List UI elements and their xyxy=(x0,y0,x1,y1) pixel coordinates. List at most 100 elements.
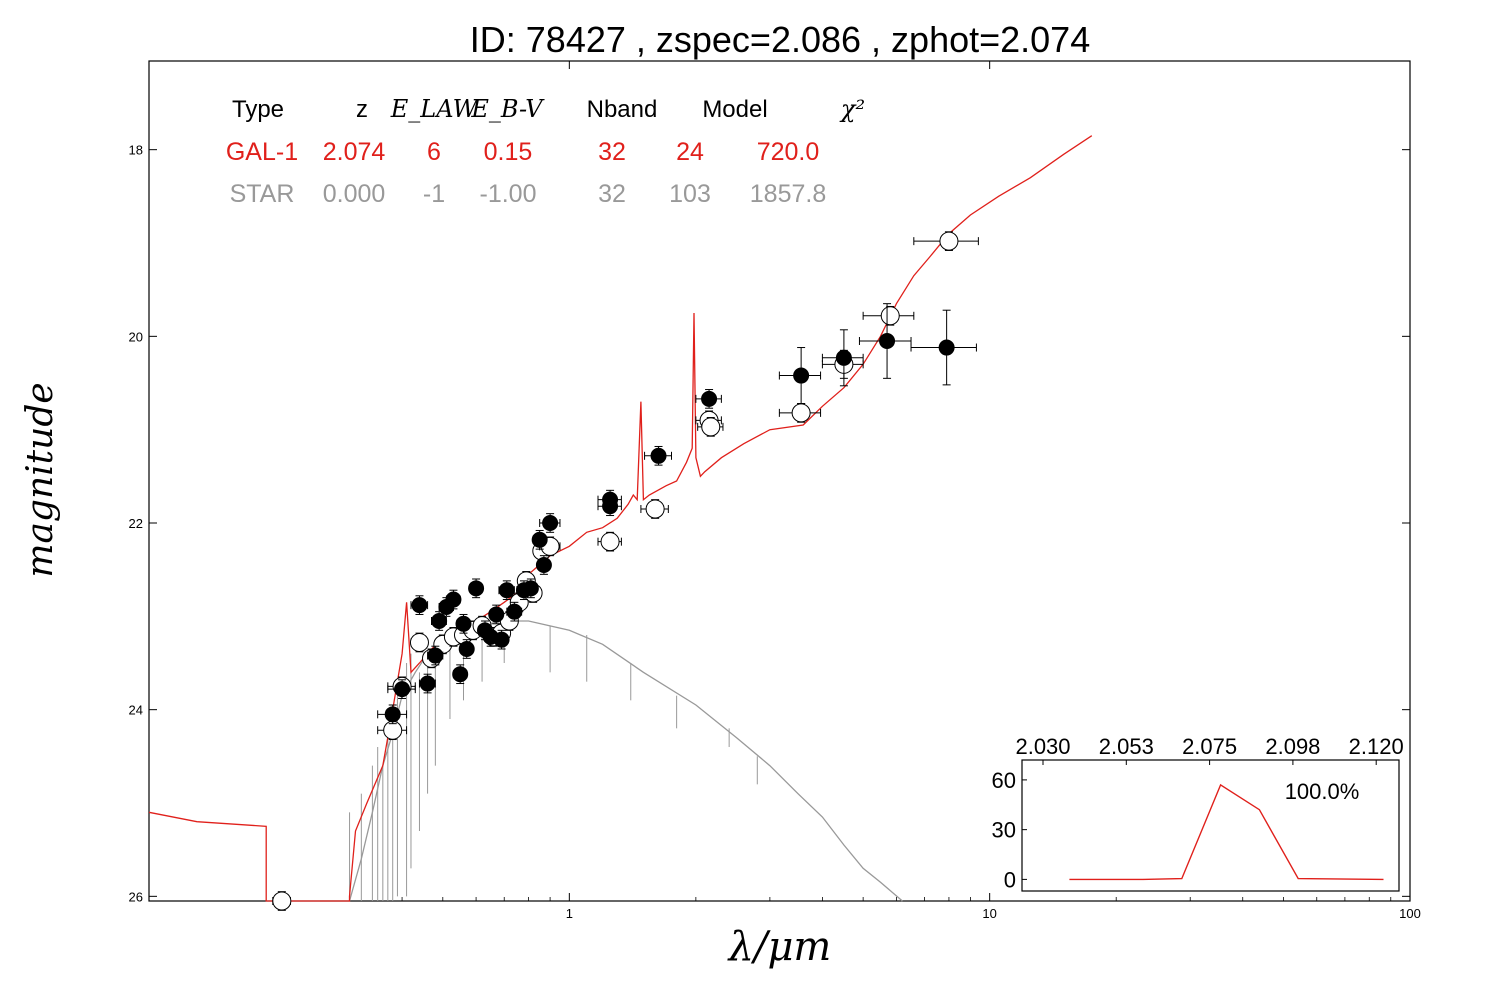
filled-marker xyxy=(531,531,548,548)
observed-point-filled xyxy=(597,496,622,517)
table-row-cell: -1.00 xyxy=(480,180,537,208)
table-row-cell: 2.074 xyxy=(323,138,386,166)
observed-point-filled xyxy=(910,309,977,386)
observed-point-open xyxy=(597,531,622,552)
redshift-pdf-inset: 2.030 2.053 2.075 2.098 2.120 0 30 60 100.0% xyxy=(992,734,1404,892)
filled-marker xyxy=(542,515,559,531)
inset-x-tick-label: 2.098 xyxy=(1265,734,1320,759)
table-row-cell: 1857.8 xyxy=(750,180,826,208)
observed-point-filled xyxy=(455,613,472,634)
inset-x-tick-label: 2.030 xyxy=(1015,734,1070,759)
table-header-cell: Nband xyxy=(587,96,658,123)
table-row-cell: 24 xyxy=(676,138,704,166)
observed-point-filled xyxy=(452,664,469,685)
observed-point-open xyxy=(272,891,292,911)
table-header-cell: Model xyxy=(702,96,767,123)
filled-marker xyxy=(938,339,955,356)
y-tick-label: 26 xyxy=(129,889,143,904)
open-marker xyxy=(791,403,811,423)
open-marker xyxy=(272,891,292,911)
filled-marker xyxy=(793,367,810,384)
x-tick-label: 100 xyxy=(1399,906,1421,921)
table-row-cell: 0.15 xyxy=(484,138,533,166)
table-row-cell: 32 xyxy=(598,180,626,208)
filled-marker xyxy=(431,613,448,629)
star-model-spectrum xyxy=(319,620,903,902)
open-marker xyxy=(409,632,429,652)
table-row-cell: STAR xyxy=(230,180,295,208)
open-marker xyxy=(880,306,900,326)
observed-point-filled xyxy=(493,629,510,650)
filled-marker xyxy=(650,447,667,464)
y-tick-label: 22 xyxy=(129,516,143,531)
x-tick-label: 1 xyxy=(566,906,573,921)
observed-point-filled xyxy=(458,639,475,659)
observed-point-filled xyxy=(695,389,722,409)
table-row-cell: 32 xyxy=(598,138,626,166)
inset-probability-label: 100.0% xyxy=(1285,779,1360,804)
filled-marker xyxy=(493,631,510,648)
filled-marker xyxy=(394,681,411,698)
open-marker xyxy=(939,231,959,251)
filled-marker xyxy=(498,582,515,599)
observed-point-filled xyxy=(445,589,462,610)
filled-marker xyxy=(455,615,472,632)
observed-point-open xyxy=(377,720,408,741)
filled-marker xyxy=(411,597,428,614)
inset-y-tick-label: 30 xyxy=(992,818,1016,843)
table-header-cell: E_B-V xyxy=(470,95,545,123)
inset-x-tick-label: 2.075 xyxy=(1182,734,1237,759)
filled-marker xyxy=(522,580,539,597)
table-row-cell: 0.000 xyxy=(323,180,386,208)
observed-point-filled xyxy=(522,578,539,599)
filled-marker xyxy=(458,641,475,657)
plot-frame xyxy=(148,60,1411,902)
chart-title: ID: 78427 , zspec=2.086 , zphot=2.074 xyxy=(470,19,1090,60)
filled-marker xyxy=(535,557,552,573)
observed-point-filled xyxy=(410,595,429,615)
y-tick-label: 24 xyxy=(129,703,143,718)
table-header-cell: χ² xyxy=(839,95,865,123)
observed-point-open xyxy=(697,417,724,437)
filled-marker xyxy=(419,675,436,692)
observed-point-filled xyxy=(431,611,448,631)
y-tick-label: 20 xyxy=(129,329,143,344)
open-marker xyxy=(645,499,665,519)
observed-point-open xyxy=(913,231,979,251)
filled-marker xyxy=(835,349,852,366)
filled-marker xyxy=(506,603,523,620)
y-tick-label: 18 xyxy=(129,143,143,158)
table-row-cell: 6 xyxy=(427,138,441,166)
filled-marker xyxy=(602,498,619,515)
observed-point-filled xyxy=(539,513,561,533)
table-header-cell: E_LAW xyxy=(390,95,480,123)
open-marker xyxy=(701,417,721,437)
inset-x-tick-label: 2.120 xyxy=(1349,734,1404,759)
observed-point-filled xyxy=(498,580,515,601)
inset-y-tick-label: 0 xyxy=(1004,867,1016,892)
inset-x-tick-label: 2.053 xyxy=(1099,734,1154,759)
table-row-cell: 720.0 xyxy=(757,138,820,166)
filled-marker xyxy=(468,580,485,597)
table-header-cell: Type xyxy=(232,96,284,123)
observed-point-open xyxy=(409,632,429,653)
observed-point-filled xyxy=(468,578,485,599)
observed-point-filled xyxy=(778,347,822,405)
observed-point-open xyxy=(862,305,915,326)
observed-point-filled xyxy=(531,529,548,550)
pdf-curve xyxy=(1069,783,1384,881)
observed-point-filled xyxy=(387,679,416,699)
inset-y-tick-label: 60 xyxy=(992,768,1016,793)
observed-point-filled xyxy=(821,329,864,387)
table-header-cell: z xyxy=(356,96,368,123)
table-row-cell: GAL-1 xyxy=(226,138,298,166)
observed-point-filled xyxy=(488,604,505,625)
table-row-cell: -1 xyxy=(423,180,445,208)
observed-point-filled xyxy=(535,555,552,575)
filled-marker xyxy=(427,647,444,664)
photometry-points xyxy=(272,231,979,911)
filled-marker xyxy=(452,666,469,683)
observed-point-open xyxy=(778,403,822,423)
y-axis-label: magnitude xyxy=(20,382,61,577)
